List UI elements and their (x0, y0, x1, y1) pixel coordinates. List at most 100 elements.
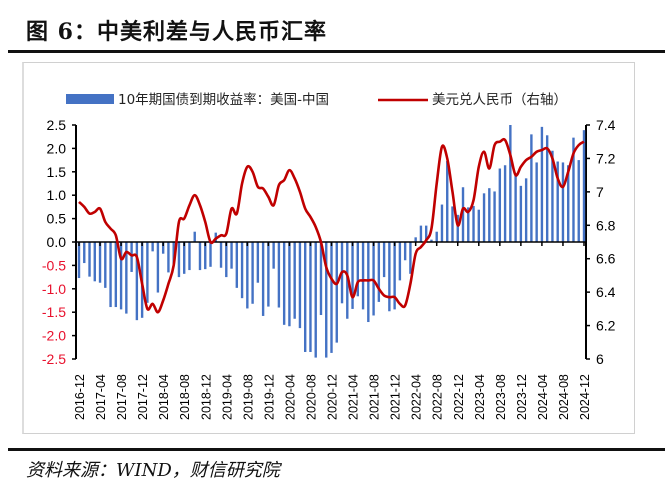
bar (572, 137, 575, 242)
bar (198, 242, 202, 271)
bar (188, 242, 191, 271)
bar (467, 207, 470, 242)
bar (477, 209, 480, 242)
x-axis-tick-label: 2022-12 (452, 374, 466, 420)
bar (209, 242, 212, 267)
x-axis-tick-label: 2019-04 (220, 374, 234, 420)
x-axis-tick-label: 2019-08 (241, 374, 255, 420)
bar (424, 225, 428, 242)
right-axis-tick-label: 6 (596, 351, 604, 367)
x-axis-tick-label: 2024-04 (536, 374, 550, 420)
bar (498, 168, 502, 242)
x-axis-tick-label: 2021-04 (347, 374, 361, 420)
bar (403, 242, 407, 261)
left-axis-tick-label: -1.5 (42, 304, 66, 320)
x-axis-tick-label: 2021-12 (389, 374, 403, 420)
bar (361, 242, 365, 310)
x-axis-tick-label: 2018-04 (157, 374, 171, 420)
bar (488, 188, 491, 242)
x-axis-tick-label: 2020-08 (304, 374, 318, 420)
bar (540, 126, 544, 242)
bar (256, 242, 260, 283)
bar (261, 242, 265, 316)
left-axis-tick-label: -1.0 (42, 281, 66, 297)
bar (146, 242, 149, 303)
bar (535, 162, 538, 242)
bar (319, 242, 323, 316)
left-axis-tick-label: 1.5 (47, 164, 67, 180)
bar (367, 242, 370, 323)
x-axis-tick-label: 2023-08 (494, 374, 508, 420)
x-axis-tick-label: 2021-08 (368, 374, 382, 420)
bar (177, 242, 181, 278)
bar (435, 231, 438, 242)
bar (282, 242, 286, 325)
right-axis-tick-label: 7.2 (596, 150, 616, 166)
bar (219, 242, 223, 268)
bar (161, 242, 165, 254)
bar (451, 206, 454, 242)
bar (503, 165, 507, 242)
bar (482, 193, 486, 242)
bar (440, 204, 444, 242)
bar (309, 242, 312, 352)
bar (456, 214, 459, 242)
left-axis-tick-label: 2.0 (47, 140, 67, 156)
legend-line-label: 美元兑人民币（右轴） (432, 92, 567, 108)
bar (109, 242, 112, 308)
bar (419, 225, 423, 242)
bar (430, 239, 433, 242)
x-axis-tick-label: 2023-12 (515, 374, 529, 420)
figure-title: 图 6：中美利差与人民币汇率 (26, 19, 327, 45)
bar (98, 242, 102, 283)
left-axis-tick-label: 2.5 (47, 117, 67, 133)
source-rule (8, 448, 665, 451)
bar (545, 135, 549, 242)
bar (272, 242, 275, 269)
bar (172, 242, 175, 266)
bar (398, 242, 402, 281)
bar (567, 165, 570, 242)
bar (372, 242, 375, 316)
right-axis-tick-label: 6.4 (596, 284, 616, 300)
bar (130, 242, 133, 272)
bar (114, 242, 118, 308)
bar (104, 242, 107, 288)
x-axis-tick-label: 2022-08 (431, 374, 445, 420)
bar (303, 242, 307, 352)
x-axis-tick-label: 2024-12 (578, 374, 592, 420)
bar (88, 242, 91, 277)
bar (83, 242, 86, 264)
bar (409, 242, 412, 274)
bar (151, 242, 154, 252)
x-axis-tick-label: 2024-08 (557, 374, 571, 420)
chart-frame (22, 62, 635, 434)
x-axis-tick-label: 2020-12 (326, 374, 340, 420)
right-axis-tick-label: 6.6 (596, 251, 616, 267)
bar (77, 242, 81, 279)
bar (461, 187, 465, 242)
bar (509, 125, 512, 242)
bar (382, 242, 386, 278)
bar (314, 242, 317, 358)
bar (240, 242, 244, 299)
left-axis-tick-label: 1.0 (47, 187, 67, 203)
bar (356, 242, 360, 297)
bar (524, 178, 528, 242)
bar (267, 242, 270, 307)
title-rule (8, 50, 665, 53)
bar (472, 205, 475, 242)
right-axis-tick-label: 7.4 (596, 117, 616, 133)
bar (193, 231, 196, 242)
left-axis-tick-label: -2.5 (42, 351, 66, 367)
bar (493, 191, 496, 242)
bar (246, 242, 249, 309)
bar (156, 242, 160, 293)
bar (204, 242, 207, 270)
bar (388, 242, 391, 312)
right-axis-tick-label: 6.2 (596, 318, 616, 334)
source-note: 资料来源：WIND，财信研究院 (26, 460, 280, 481)
bar (351, 242, 354, 309)
bar (225, 242, 228, 278)
